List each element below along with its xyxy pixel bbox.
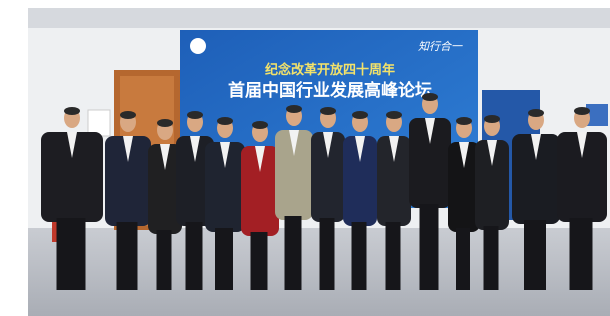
- person-part: [186, 222, 203, 290]
- banner-line1: 纪念改革开放四十周年: [265, 62, 395, 78]
- person-part: [420, 204, 439, 290]
- person-part: [320, 107, 336, 115]
- person-part: [484, 226, 499, 290]
- person-part: [57, 218, 86, 290]
- person-part: [64, 107, 80, 115]
- person-part: [352, 111, 368, 119]
- person-part: [386, 111, 402, 119]
- ceiling: [28, 8, 610, 28]
- floor: [28, 228, 610, 316]
- person-part: [352, 222, 367, 290]
- person-part: [117, 222, 138, 290]
- person-part: [252, 121, 268, 129]
- person-part: [187, 111, 203, 119]
- motto: 知行合一: [418, 40, 463, 53]
- person-part: [484, 115, 500, 123]
- person-part: [215, 228, 233, 290]
- person-part: [456, 228, 470, 290]
- person-part: [285, 216, 302, 290]
- banner-line2: 首届中国行业发展高峰论坛: [228, 80, 432, 101]
- person-part: [217, 117, 233, 125]
- person-part: [570, 218, 593, 290]
- photo: 知行合一 纪念改革开放四十周年 首届中国行业发展高峰论坛: [0, 0, 610, 316]
- person-part: [320, 218, 335, 290]
- person-part: [157, 230, 172, 290]
- person-part: [386, 222, 401, 290]
- person-part: [524, 220, 546, 290]
- person-part: [120, 111, 136, 119]
- person-part: [574, 107, 590, 115]
- person-part: [456, 117, 472, 125]
- person-part: [286, 105, 302, 113]
- person-part: [528, 109, 544, 117]
- logo: [190, 38, 206, 54]
- person-part: [157, 119, 173, 127]
- person-part: [251, 232, 268, 290]
- person-part: [422, 93, 438, 101]
